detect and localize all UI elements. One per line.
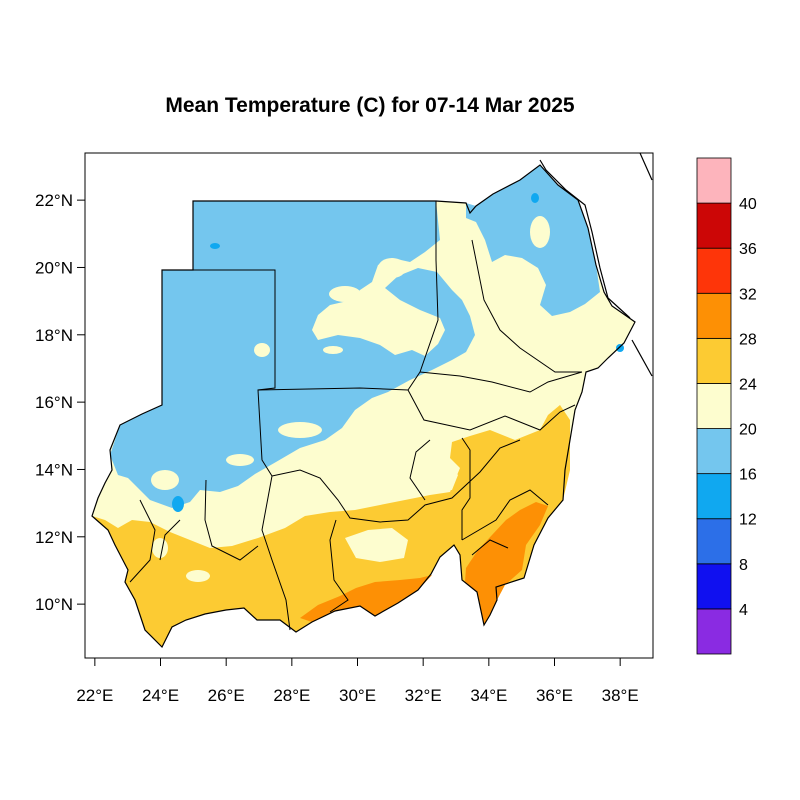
colorbar-label: 8 (739, 557, 748, 574)
y-tick-label: 10°N (35, 595, 73, 614)
colorbar-label: 20 (739, 422, 757, 439)
map-title: Mean Temperature (C) for 07-14 Mar 2025 (165, 94, 575, 117)
colorbar-label: 12 (739, 512, 757, 529)
x-tick-label: 30°E (339, 686, 376, 705)
y-tick-label: 14°N (35, 460, 73, 479)
colorbar-label: 36 (739, 241, 757, 258)
x-axis-ticks: 22°E 24°E 26°E 28°E 30°E 32°E 34°E 36°E 38°E (76, 658, 639, 705)
colorbar-swatch (696, 247, 732, 294)
x-tick-label: 32°E (405, 686, 442, 705)
coast-and-neighbors (539, 153, 653, 377)
x-tick-label: 38°E (602, 686, 639, 705)
colorbar-swatch (696, 473, 732, 520)
colorbar-swatch (696, 202, 732, 249)
colorbar-swatch (696, 292, 732, 339)
colorbar: 4 8 12 16 20 24 28 32 36 40 (696, 157, 757, 655)
x-tick-label: 24°E (142, 686, 179, 705)
x-tick-label: 26°E (208, 686, 245, 705)
y-tick-label: 12°N (35, 528, 73, 547)
national-boundary (91, 164, 636, 649)
colorbar-label: 32 (739, 286, 757, 303)
y-axis-ticks: 10°N 12°N 14°N 16°N 18°N 20°N 22°N (35, 191, 85, 614)
colorbar-swatch (696, 383, 732, 429)
cold-patches (172, 193, 624, 512)
colorbar-label: 28 (739, 331, 757, 348)
temperature-field (92, 165, 635, 647)
y-tick-label: 16°N (35, 393, 73, 412)
x-tick-label: 28°E (273, 686, 310, 705)
y-tick-label: 22°N (35, 191, 73, 210)
colorbar-label: 24 (739, 376, 757, 393)
colorbar-label: 4 (739, 602, 748, 619)
boundaries (91, 153, 653, 649)
cool-region-northwest (110, 201, 475, 508)
colorbar-swatch (696, 337, 732, 384)
colorbar-swatch (696, 157, 732, 204)
warm-region-south (92, 405, 570, 647)
state-boundaries (129, 201, 583, 631)
colorbar-swatch (696, 563, 732, 610)
warm-patches-in-cool-zone (151, 216, 550, 490)
colorbar-label: 16 (739, 467, 757, 484)
colorbar-label: 40 (739, 196, 757, 213)
x-tick-label: 36°E (536, 686, 573, 705)
colorbar-swatch (696, 428, 732, 475)
x-tick-label: 34°E (470, 686, 507, 705)
mild-patches-in-warm-zone (152, 462, 458, 582)
colorbar-swatch (696, 518, 732, 565)
y-tick-label: 18°N (35, 326, 73, 345)
y-tick-label: 20°N (35, 258, 73, 277)
x-tick-label: 22°E (76, 686, 113, 705)
map-frame (84, 152, 654, 659)
colorbar-swatch (696, 608, 732, 655)
